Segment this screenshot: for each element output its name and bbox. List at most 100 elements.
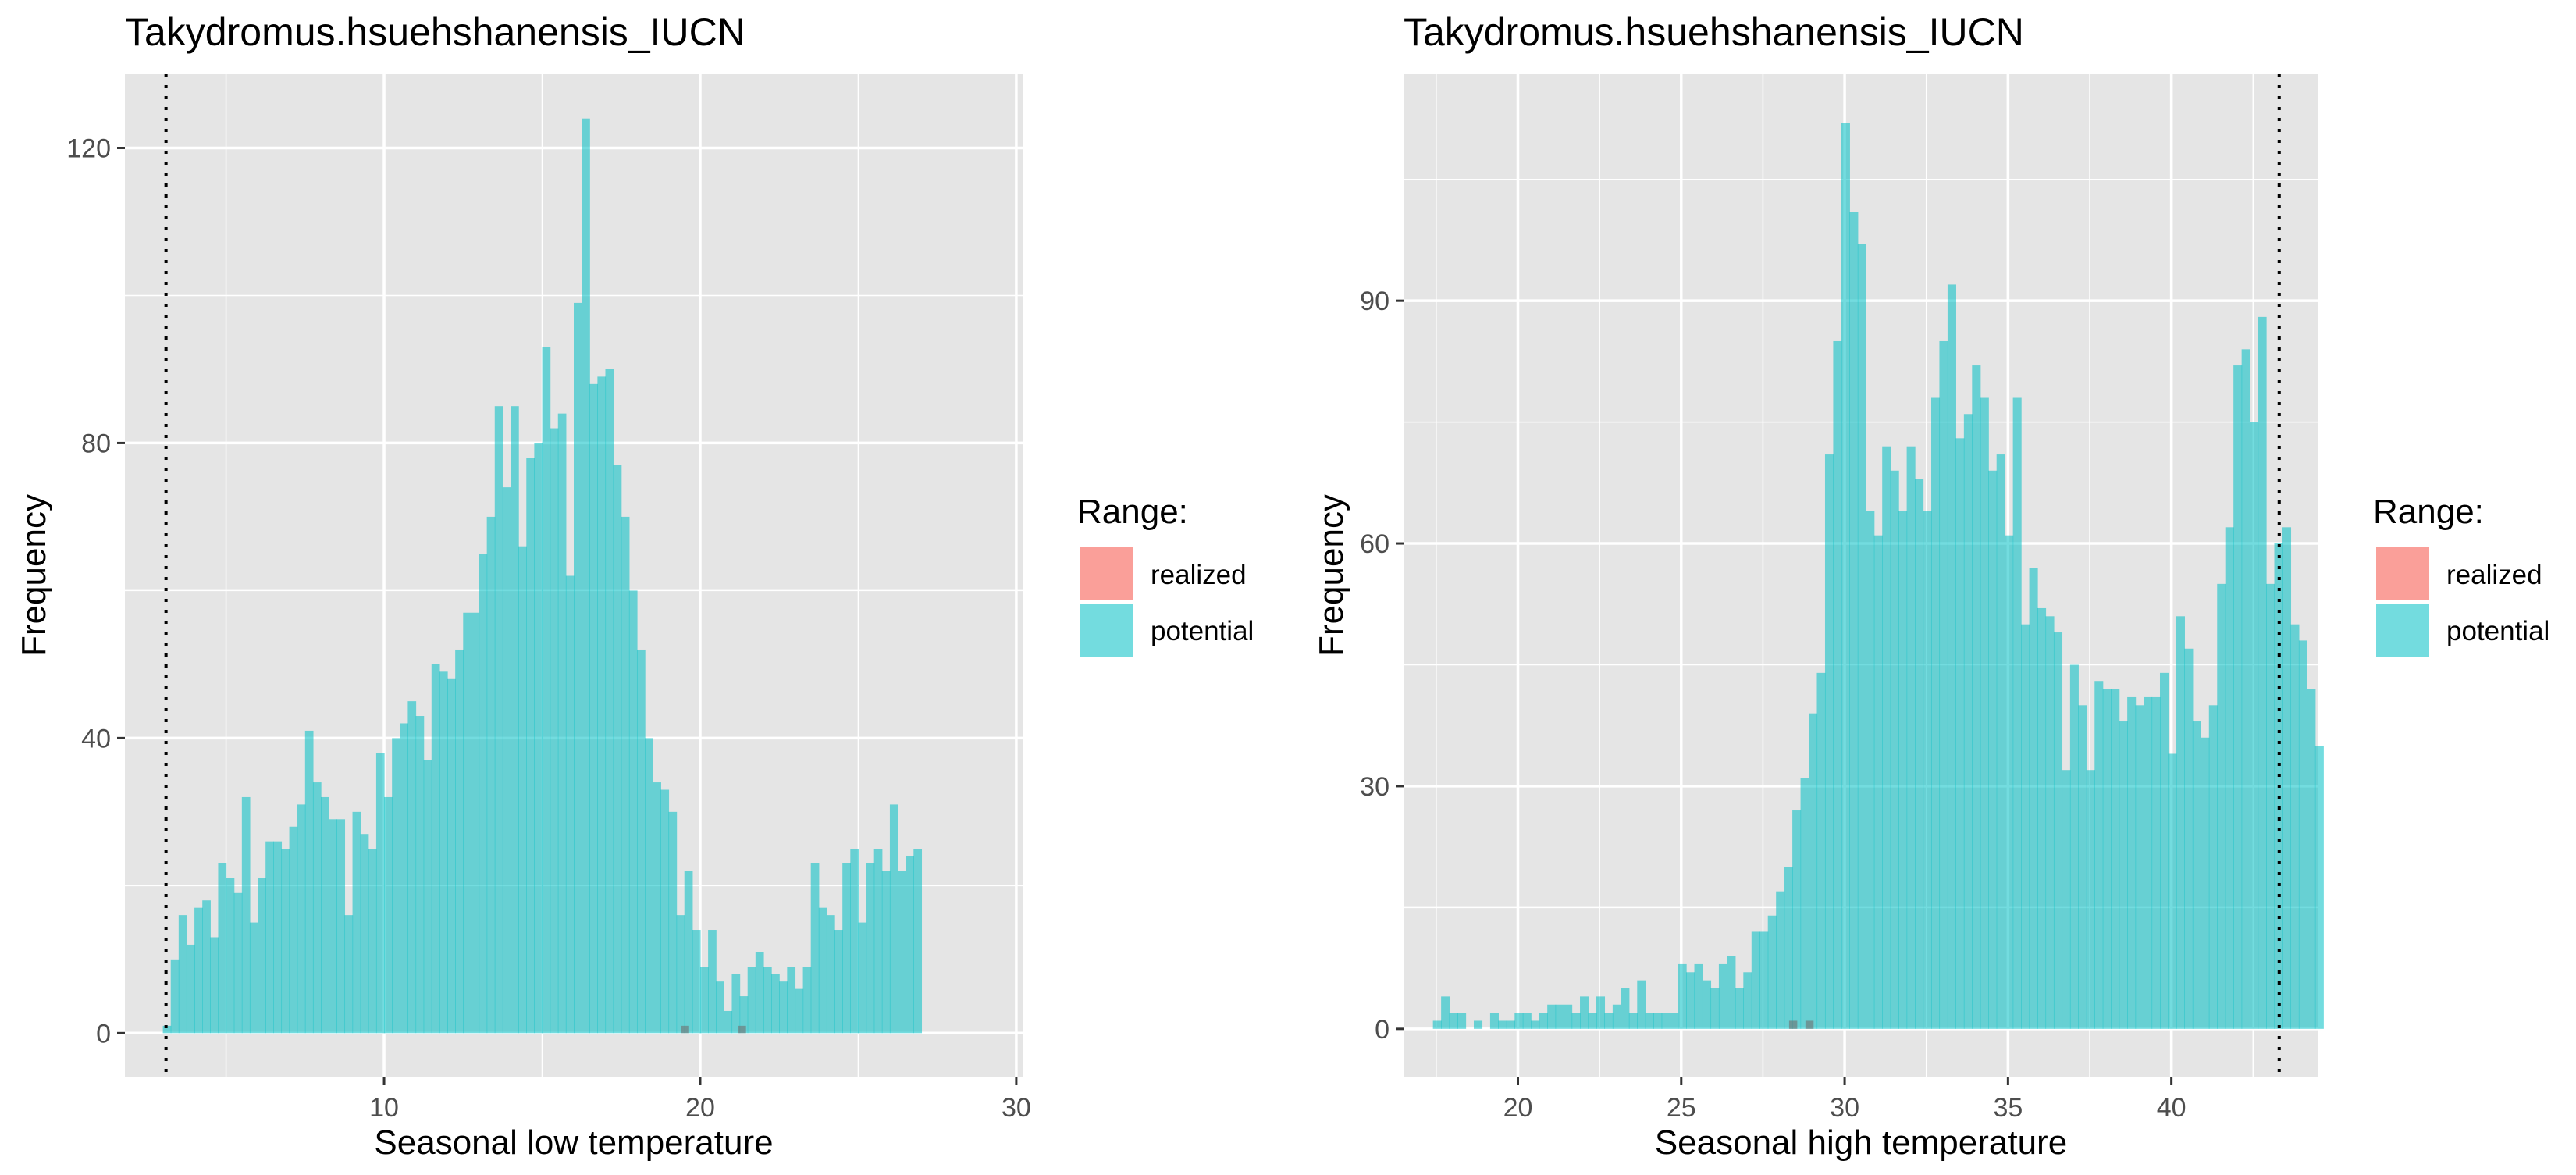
histogram-bar-potential	[241, 796, 251, 1034]
histogram-bar-potential	[511, 406, 519, 1034]
histogram-bar-potential	[913, 849, 923, 1034]
histogram-bar-potential	[842, 863, 851, 1034]
histogram-bar-potential	[605, 369, 614, 1034]
histogram-bar-potential	[518, 546, 527, 1034]
histogram-bar-potential	[795, 988, 804, 1034]
histogram-bar-potential	[1612, 1004, 1621, 1029]
histogram-bar-potential	[818, 907, 827, 1034]
histogram-bar-potential	[2151, 696, 2161, 1029]
histogram-bar-potential	[321, 796, 329, 1034]
histogram-bar-potential	[1996, 454, 2005, 1029]
y-tick-labels: 0 30 60 90	[1360, 287, 1389, 1045]
legend-label-potential: potential	[1151, 616, 1254, 646]
histogram-bar-potential	[1873, 535, 1883, 1029]
x-tick-labels: 10 20 30	[369, 1093, 1031, 1123]
histogram-bar-potential	[1915, 479, 1924, 1029]
histogram-bar-potential	[2159, 672, 2169, 1029]
histogram-bar-potential	[1661, 1013, 1670, 1029]
histogram-bar-potential	[258, 878, 266, 1034]
histogram-bar-potential	[834, 930, 843, 1034]
histogram-bar-potential	[1449, 1013, 1458, 1029]
histogram-bar-potential	[628, 590, 638, 1034]
histogram-bars	[162, 118, 923, 1034]
histogram-bar-potential	[660, 789, 670, 1034]
histogram-bar-potential	[2037, 607, 2047, 1029]
histogram-bar-potential	[2094, 681, 2104, 1029]
histogram-bar-potential	[2135, 705, 2144, 1029]
histogram-bar-potential	[731, 974, 741, 1034]
histogram-bar-realized	[1805, 1020, 1814, 1029]
legend-label-realized: realized	[1151, 560, 1247, 590]
histogram-bar-potential	[1955, 438, 1965, 1029]
histogram-bar-potential	[2282, 527, 2292, 1029]
histogram-bar-potential	[226, 878, 235, 1034]
histogram-bar-potential	[218, 863, 227, 1034]
histogram-bar-potential	[1767, 915, 1777, 1029]
histogram-bar-potential	[1539, 1013, 1548, 1029]
histogram-bar-potential	[873, 849, 883, 1034]
histogram-bar-potential	[676, 915, 685, 1034]
histogram-bar-potential	[447, 678, 456, 1034]
histogram-bar-potential	[1645, 1013, 1654, 1029]
tick-marks	[117, 146, 1018, 1085]
histogram-bar-potential	[2241, 349, 2250, 1029]
histogram-bar-potential	[312, 782, 322, 1034]
histogram-bar-potential	[708, 930, 717, 1034]
histogram-bar-potential	[1702, 980, 1712, 1029]
histogram-bar-potential	[336, 819, 346, 1034]
histogram-bar-realized	[1788, 1020, 1798, 1029]
histogram-bar-potential	[1816, 672, 1826, 1029]
x-tick-label: 40	[2157, 1093, 2186, 1123]
y-axis-label: Frequency	[15, 494, 53, 657]
histogram-bar-potential	[1972, 365, 1981, 1029]
legend-key-realized	[1080, 547, 1133, 600]
histogram-bar-potential	[1564, 1004, 1573, 1029]
x-tick-labels: 20 25 30 35 40	[1503, 1093, 2186, 1123]
x-tick-label: 35	[1993, 1093, 2023, 1123]
histogram-bar-potential	[2102, 689, 2112, 1029]
histogram-bar-potential	[162, 1025, 172, 1034]
histogram-bar-potential	[265, 841, 274, 1034]
y-tick-label: 40	[81, 724, 111, 753]
histogram-bar-potential	[1809, 713, 1818, 1029]
histogram-bar-potential	[1980, 397, 1989, 1029]
histogram-bar-potential	[1555, 1004, 1564, 1029]
histogram-bar-potential	[2184, 648, 2194, 1029]
histogram-bar-potential	[810, 863, 820, 1034]
histogram-bar-potential	[881, 871, 891, 1034]
histogram-bar-potential	[2144, 696, 2153, 1029]
histogram-bar-potential	[297, 804, 306, 1034]
histogram-bar-potential	[1514, 1013, 1524, 1029]
histogram-bar-potential	[534, 443, 543, 1034]
histogram-bar-potential	[1857, 244, 1866, 1029]
histogram-bar-potential	[1800, 778, 1809, 1029]
histogram-bar-potential	[582, 118, 590, 1034]
histogram-bar-potential	[1670, 1013, 1679, 1029]
histogram-bar-potential	[621, 516, 630, 1034]
histogram-bar-potential	[1833, 340, 1842, 1029]
histogram-bar-potential	[178, 915, 187, 1034]
histogram-bar-potential	[2201, 737, 2210, 1029]
histogram-bar-potential	[2021, 624, 2030, 1029]
histogram-bar-potential	[400, 723, 409, 1034]
histogram-bar-potential	[589, 383, 598, 1034]
histogram-bar-potential	[2208, 705, 2218, 1029]
histogram-bar-potential	[2062, 770, 2071, 1029]
histogram-bar-potential	[1866, 511, 1875, 1029]
legend-title: Range:	[1077, 493, 1188, 531]
x-tick-label: 20	[1503, 1093, 1533, 1123]
histogram-bar-potential	[565, 575, 575, 1034]
histogram-bar-potential	[645, 738, 653, 1034]
chart-panel-high-temperature: Takydromus.hsuehshanensis_IUCN 0 30 60 90 2…	[1312, 10, 2549, 1162]
histogram-bar-potential	[2119, 721, 2128, 1029]
histogram-bar-potential	[502, 487, 511, 1034]
histogram-bar-potential	[194, 907, 203, 1034]
histogram-bar-potential	[344, 915, 354, 1034]
x-tick-label: 25	[1667, 1093, 1696, 1123]
histogram-bar-potential	[360, 834, 369, 1034]
legend-label-realized: realized	[2446, 560, 2542, 590]
histogram-bar-potential	[1988, 470, 1998, 1029]
y-tick-label: 60	[1360, 529, 1389, 559]
histogram-bar-potential	[1628, 1013, 1638, 1029]
